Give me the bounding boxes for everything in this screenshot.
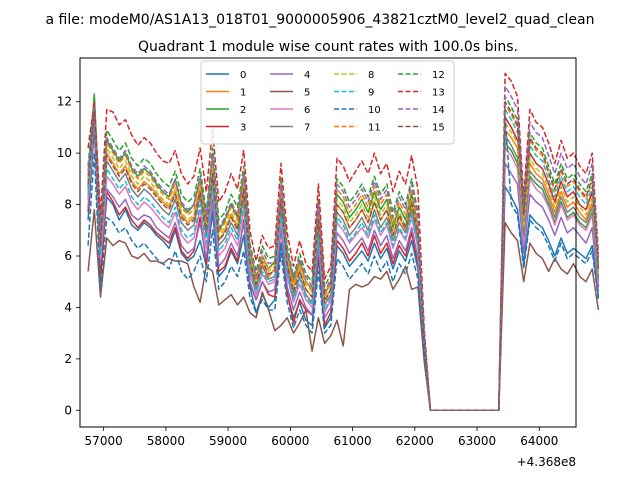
legend-label-13: 13 [432,88,445,99]
legend-label-5: 5 [304,88,310,99]
figure-suptitle: a file: modeM0/AS1A13_018T01_9000005906_… [46,12,595,28]
y-tick-label: 2 [64,352,72,366]
legend-label-6: 6 [304,105,310,116]
legend-label-4: 4 [304,70,310,81]
x-axis-offset-label: +4.368e8 [517,455,576,469]
series-line-13 [87,72,600,412]
legend-label-3: 3 [240,123,246,134]
x-tick-label: 60000 [271,434,309,448]
series-line-4 [87,118,600,412]
y-tick-label: 10 [57,146,72,160]
series-line-3 [87,116,600,412]
series-line-11 [87,100,600,412]
y-tick-label: 8 [64,198,72,212]
x-tick-label: 64000 [520,434,558,448]
series-line-10 [87,116,600,412]
series-line-14 [87,85,600,412]
chart-title: Quadrant 1 module wise count rates with … [138,39,518,55]
legend-label-2: 2 [240,105,246,116]
plot-frame [79,57,577,428]
legend-label-7: 7 [304,123,310,134]
series-line-0 [87,126,600,412]
x-tick-label: 59000 [209,434,247,448]
y-tick-label: 0 [64,403,72,417]
series-line-9 [87,108,600,412]
y-tick-label: 4 [64,300,72,314]
legend-label-11: 11 [368,123,381,134]
legend-label-8: 8 [368,70,374,81]
y-tick-label: 6 [64,249,72,263]
legend-label-14: 14 [432,105,445,116]
legend-label-15: 15 [432,123,445,134]
x-tick-label: 61000 [333,434,371,448]
x-tick-label: 58000 [147,434,185,448]
series-line-7 [87,100,600,412]
legend-label-1: 1 [240,88,246,99]
series-line-5 [87,208,600,412]
series-line-12 [87,95,600,412]
series-line-6 [87,111,600,412]
legend-box [200,60,455,145]
x-tick-label: 57000 [85,434,123,448]
legend-label-0: 0 [240,70,246,81]
legend-label-9: 9 [368,88,374,99]
x-tick-label: 63000 [458,434,496,448]
legend-label-12: 12 [432,70,445,81]
axes-layer: 57000 58000 59000 60000 61000 62000 63000 64000… [57,95,559,448]
series-layer [87,72,600,412]
y-tick-label: 12 [57,95,72,109]
x-tick-label: 62000 [396,434,434,448]
series-line-15 [87,100,600,412]
legend-label-10: 10 [368,105,381,116]
